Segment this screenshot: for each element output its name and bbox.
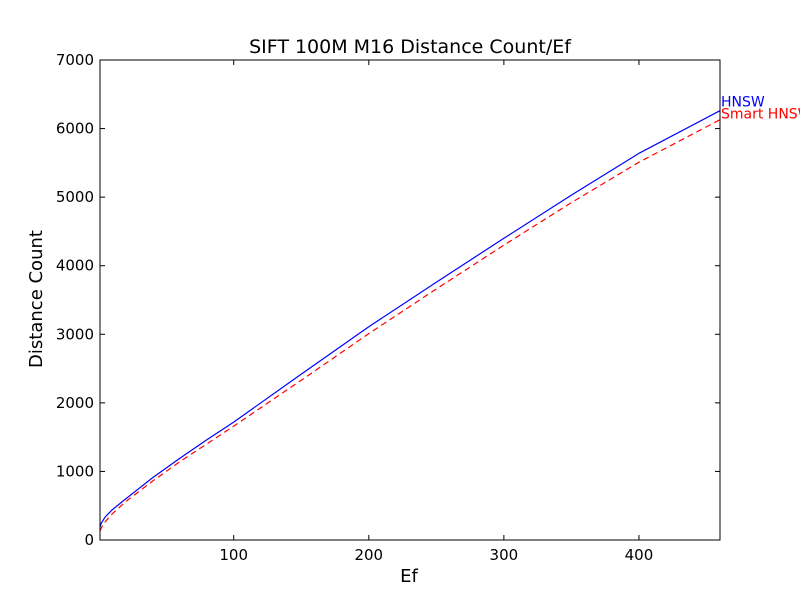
y-tick-label: 1000 — [56, 462, 94, 480]
series-label-smart-hnsw: Smart HNSW — [721, 107, 800, 123]
series-lines — [99, 110, 721, 532]
y-axis-label: Distance Count — [26, 230, 47, 368]
x-tick-label: 400 — [625, 546, 654, 564]
x-axis-label: Ef — [400, 566, 418, 587]
chart-title: SIFT 100M M16 Distance Count/Ef — [249, 36, 572, 58]
y-tick-label: 2000 — [56, 394, 94, 412]
series-line-hnsw — [99, 110, 721, 528]
y-tick-label: 5000 — [56, 188, 94, 206]
x-tick-label: 100 — [219, 546, 248, 564]
y-tick-label: 6000 — [56, 120, 94, 138]
y-tick-label: 4000 — [56, 257, 94, 275]
x-tick-label: 200 — [354, 546, 383, 564]
axis-ticks: 100 200 300 4000100020003000400050006000700… — [56, 51, 720, 564]
plot-area-frame — [99, 59, 721, 541]
y-tick-label: 3000 — [56, 325, 94, 343]
y-tick-label: 7000 — [56, 51, 94, 69]
series-line-smart-hnsw — [99, 119, 721, 532]
series-label-hnsw: HNSW — [721, 95, 765, 111]
y-tick-label: 0 — [84, 531, 94, 549]
x-tick-label: 300 — [490, 546, 519, 564]
